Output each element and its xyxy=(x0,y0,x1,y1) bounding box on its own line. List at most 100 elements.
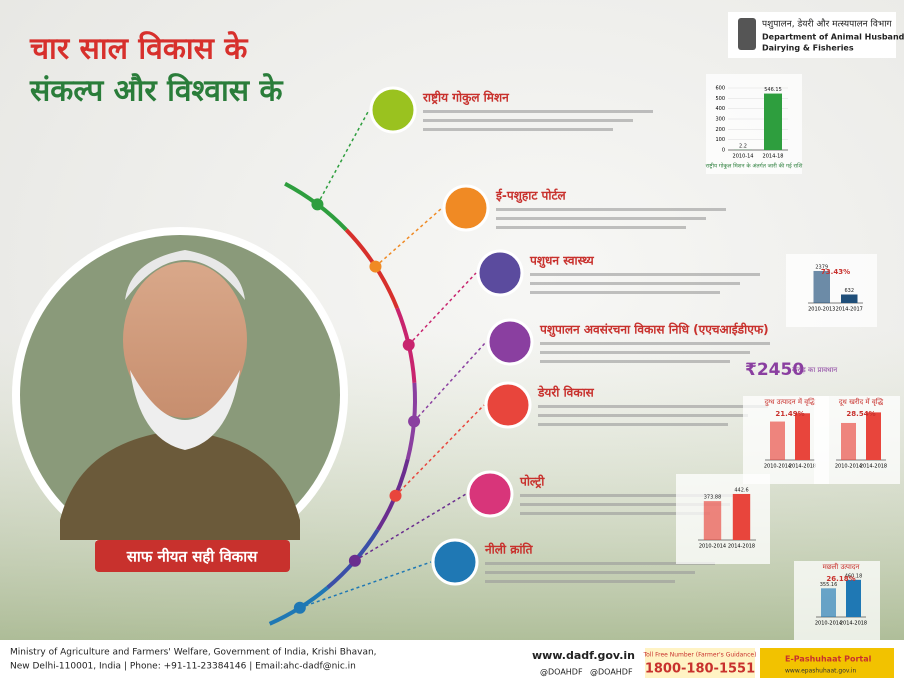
y-tick-label: 600 xyxy=(715,86,725,92)
section-icon xyxy=(468,472,512,516)
tollfree-number: 1800-180-1551 xyxy=(645,662,755,677)
dept-hindi: पशुपालन, डेयरी और मत्स्यपालन विभाग xyxy=(762,18,893,30)
text-line xyxy=(496,226,686,229)
bar xyxy=(846,580,861,617)
bar xyxy=(795,413,810,460)
x-tick-label: 2014-2018 xyxy=(728,544,755,550)
x-tick-label: 2014-2018 xyxy=(789,464,816,470)
arc-dot xyxy=(369,261,381,273)
x-tick-label: 2010-2014 xyxy=(835,464,862,470)
value-label: 546.15 xyxy=(764,87,782,93)
text-line xyxy=(423,119,633,122)
dept-english: Department of Animal Husbandry, xyxy=(762,33,904,42)
x-tick-label: 2014-18 xyxy=(763,154,784,160)
section-title: डेयरी विकास xyxy=(537,386,595,400)
text-line xyxy=(540,342,770,345)
tollfree-label: Toll Free Number (Farmer's Guidance) xyxy=(643,652,757,659)
x-tick-label: 2014-2018 xyxy=(860,464,887,470)
y-tick-label: 0 xyxy=(722,148,725,154)
x-tick-label: 2010-2014 xyxy=(699,544,726,550)
dept-english: Dairying & Fisheries xyxy=(762,44,854,53)
y-tick-label: 100 xyxy=(715,137,725,143)
chart-caption: राष्ट्रीय गोकुल मिशन के अंतर्गत जारी की … xyxy=(706,163,803,170)
y-tick-label: 400 xyxy=(715,106,725,112)
text-line xyxy=(496,208,726,211)
section-title: नीली क्रांति xyxy=(484,543,534,557)
section-title: पोल्ट्री xyxy=(519,475,545,489)
bar xyxy=(866,412,881,460)
text-line xyxy=(540,360,730,363)
portal-name: E-Pashuhaat Portal xyxy=(785,655,872,664)
change-label: 28.54% xyxy=(846,410,875,418)
section-icon xyxy=(478,251,522,295)
portal-url: www.epashuhaat.gov.in xyxy=(785,668,857,675)
emblem xyxy=(738,18,756,50)
chart-bg xyxy=(786,254,877,327)
section-title: पशुपालन अवसंरचना विकास निधि (एएचआईडीएफ) xyxy=(539,323,769,338)
text-line xyxy=(538,414,748,417)
bar xyxy=(733,494,750,540)
footer-text: Ministry of Agriculture and Farmers' Wel… xyxy=(10,648,377,658)
value-label: 2.2 xyxy=(739,143,747,149)
chart-title: दुग्ध उत्पादन में वृद्धि xyxy=(764,397,815,407)
website: www.dadf.gov.in xyxy=(532,649,635,662)
section-icon xyxy=(444,186,488,230)
section-title: ई-पशुहाट पोर्टल xyxy=(495,189,567,204)
section-icon xyxy=(486,383,530,427)
value-label: 442.6 xyxy=(734,487,748,493)
section-icon xyxy=(488,320,532,364)
slogan: साफ नीयत सही विकास xyxy=(126,548,258,566)
arc-dot xyxy=(349,555,361,567)
text-line xyxy=(530,282,740,285)
footer-text: New Delhi-110001, India | Phone: +91-11-… xyxy=(10,662,356,672)
text-line xyxy=(540,351,750,354)
chart-bg xyxy=(676,474,770,564)
chart-title: दूध खरीद में वृद्धि xyxy=(839,397,884,407)
ahidf-note: करोड़ का प्रावधान xyxy=(792,365,837,374)
arc-dot xyxy=(311,198,323,210)
section-icon xyxy=(433,540,477,584)
bar xyxy=(770,422,785,460)
bar xyxy=(764,94,782,150)
y-tick-label: 300 xyxy=(715,117,725,123)
change-label: 21.49% xyxy=(775,410,804,418)
section-title: राष्ट्रीय गोकुल मिशन xyxy=(422,91,510,106)
chart-title: मछली उत्पादन xyxy=(823,562,860,571)
bar xyxy=(841,423,856,460)
text-line xyxy=(423,110,653,113)
chart-bg xyxy=(794,561,880,641)
title-line: संकल्प और विश्वास के xyxy=(29,73,283,109)
x-tick-label: 2010-2014 xyxy=(815,621,842,627)
bar xyxy=(841,294,858,303)
x-tick-label: 2010-14 xyxy=(733,154,754,160)
section-title: पशुधन स्वास्थ्य xyxy=(529,254,595,269)
value-label: 373.88 xyxy=(704,495,722,501)
text-line xyxy=(538,405,768,408)
text-line xyxy=(485,580,675,583)
arc-dot xyxy=(390,490,402,502)
title-line: चार साल विकास के xyxy=(29,31,248,67)
bar xyxy=(704,501,721,540)
text-line xyxy=(485,571,695,574)
value-label: 632 xyxy=(844,288,854,294)
text-line xyxy=(530,291,720,294)
bar xyxy=(821,588,836,617)
text-line xyxy=(538,423,728,426)
change-label: 26.18% xyxy=(826,575,855,583)
y-tick-label: 200 xyxy=(715,127,725,133)
arc-dot xyxy=(294,602,306,614)
facebook: @DOAHDF xyxy=(540,668,583,677)
x-tick-label: 2010-2013 xyxy=(808,307,835,313)
section-icon xyxy=(371,88,415,132)
x-tick-label: 2014-2017 xyxy=(836,307,863,313)
twitter: @DOAHDF xyxy=(590,668,633,677)
y-tick-label: 500 xyxy=(715,96,725,102)
arc-dot xyxy=(403,339,415,351)
text-line xyxy=(423,128,613,131)
change-label: 73.43% xyxy=(821,268,850,276)
arc-dot xyxy=(408,415,420,427)
x-tick-label: 2014-2018 xyxy=(840,621,867,627)
x-tick-label: 2010-2014 xyxy=(764,464,791,470)
